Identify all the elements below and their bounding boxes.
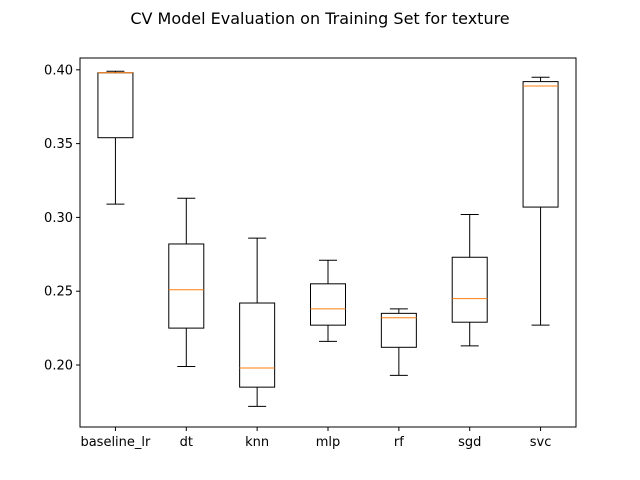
x-tick-label: knn — [245, 435, 269, 450]
plot-area: 0.20 0.25 0.30 0.35 0.40 baseline_lr dt knn mlp r… — [44, 57, 577, 450]
box-iqr — [451, 256, 488, 323]
x-tick-label: dt — [180, 435, 193, 450]
x-tick-label: mlp — [316, 435, 341, 450]
y-tick-label: 0.40 — [44, 63, 73, 78]
box-iqr — [168, 243, 205, 329]
y-tick-label: 0.20 — [44, 359, 73, 374]
box-iqr — [380, 312, 417, 348]
box-group-sgd — [451, 213, 488, 347]
chart-title: CV Model Evaluation on Training Set for … — [130, 9, 509, 28]
y-tick-label: 0.25 — [44, 285, 73, 300]
box-group-knn — [239, 237, 276, 407]
box-iqr — [97, 72, 134, 139]
box-group-mlp — [310, 259, 346, 342]
box-iqr — [310, 283, 346, 326]
box-group-svc — [522, 76, 559, 326]
y-tick-label: 0.35 — [44, 137, 73, 152]
box-iqr — [522, 81, 559, 208]
box-iqr — [239, 302, 276, 388]
x-tick-label: svc — [530, 435, 552, 450]
axes-frame — [79, 57, 577, 428]
box-group-baseline_lr — [97, 70, 134, 205]
x-tick-label: rf — [394, 435, 404, 450]
x-tick-label: baseline_lr — [80, 435, 151, 450]
y-tick-label: 0.30 — [44, 211, 73, 226]
box-group-dt — [168, 197, 205, 367]
x-tick-label: sgd — [458, 435, 481, 450]
box-group-rf — [380, 308, 417, 376]
